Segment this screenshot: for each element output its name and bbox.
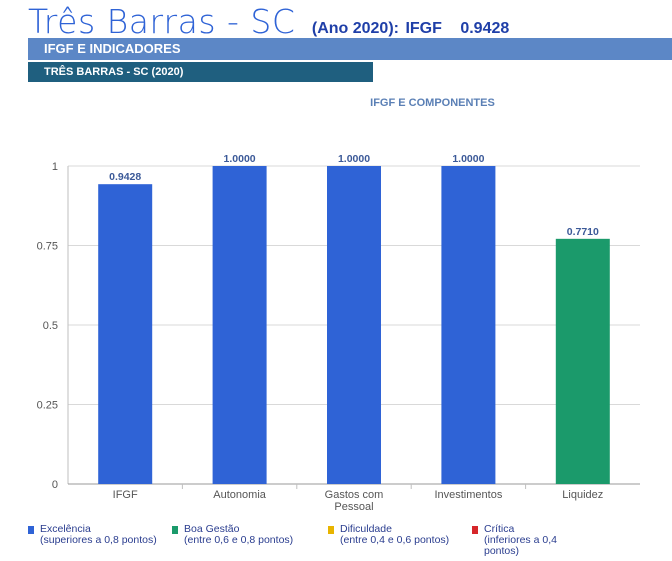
legend-desc: (entre 0,4 e 0,6 pontos) (340, 534, 450, 546)
bar-chart: 0 0.25 0.5 0.75 1 0.9428 IFGF 1.0000 Autonomia 1.… (37, 153, 640, 513)
bar (555, 238, 610, 484)
bar-value-label: 0.7710 (567, 226, 599, 238)
y-tick-label: 0.75 (37, 241, 58, 253)
legend-label: Dificuldade (340, 523, 392, 535)
bar-value-label: 1.0000 (338, 153, 370, 165)
year-label: (Ano 2020): (311, 20, 399, 37)
x-tick-label: Investimentos (434, 489, 502, 501)
y-tick-label: 0 (52, 479, 58, 491)
bar (98, 184, 153, 484)
x-tick-label: Autonomia (213, 489, 266, 501)
legend-desc-line: (inferiores a 0,4 (484, 534, 557, 546)
y-tick-label: 0.25 (37, 400, 58, 412)
bar (327, 166, 381, 484)
subsection-banner: TRÊS BARRAS - SC (2020) (28, 62, 373, 82)
x-tick-label: Gastos com (325, 489, 384, 501)
bar-value-label: 1.0000 (224, 153, 256, 165)
bar (212, 166, 267, 484)
legend-desc: (entre 0,6 e 0,8 pontos) (184, 534, 294, 546)
ifgf-label: IFGF (405, 20, 442, 37)
page-title: Três Barras - SC (Ano 2020): IFGF 0.9428 (28, 2, 510, 41)
section-banner: IFGF E INDICADORES (28, 38, 672, 60)
legend-desc: (superiores a 0,8 pontos) (40, 534, 157, 546)
legend-swatch-dificuldade (328, 526, 334, 534)
bar-value-label: 1.0000 (452, 153, 484, 165)
x-tick-label: Pessoal (334, 501, 373, 513)
legend-desc-critica: (inferiores a 0,4 pontos) (484, 535, 557, 557)
legend-swatch-excelencia (28, 526, 34, 534)
legend-label: Boa Gestão (184, 523, 240, 535)
legend-desc-line: pontos) (484, 545, 520, 557)
city-title: Três Barras - SC (28, 2, 296, 41)
legend-label: Excelência (40, 523, 91, 535)
y-tick-label: 0.5 (43, 320, 58, 332)
legend-swatch-boa-gestao (172, 526, 178, 534)
chart-title: IFGF E COMPONENTES (370, 97, 495, 109)
x-tick-label: IFGF (113, 489, 138, 501)
y-tick-label: 1 (52, 161, 58, 173)
ifgf-value: 0.9428 (460, 20, 510, 37)
legend-label: Crítica (484, 523, 515, 535)
bar-value-label: 0.9428 (109, 171, 141, 183)
bar (441, 166, 496, 484)
x-tick-label: Liquidez (562, 489, 603, 501)
legend-swatch-critica (472, 526, 478, 534)
